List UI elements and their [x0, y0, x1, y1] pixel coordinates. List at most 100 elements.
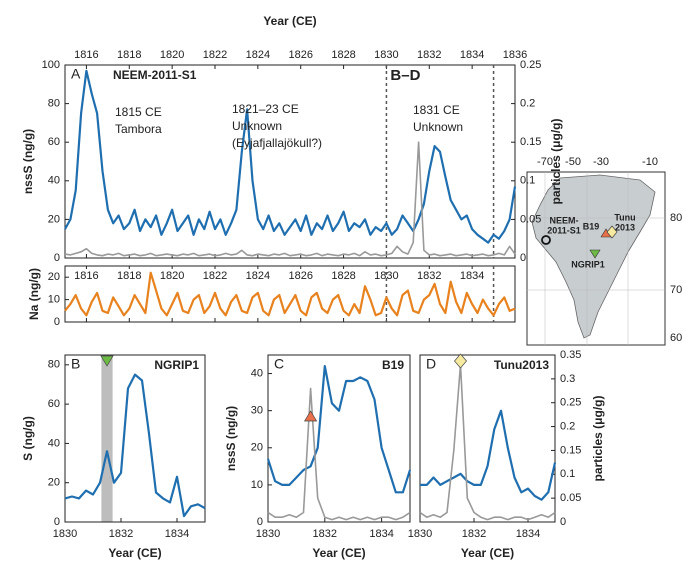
- ngrip-site: [589, 249, 601, 259]
- x-tick-label: 1830: [408, 528, 432, 540]
- x-tick-label: 1830: [256, 528, 280, 540]
- series-line: [420, 409, 557, 501]
- y2-axis-label: particles (μg/g): [549, 118, 563, 204]
- y-tick-label: 20: [48, 271, 60, 283]
- y2-tick-label: 0.05: [520, 213, 541, 225]
- x-tick-label: 1834: [165, 528, 189, 540]
- x-tick-label: 1834: [369, 528, 393, 540]
- x-tick-label: 1834: [460, 270, 484, 282]
- series-line: [419, 363, 556, 521]
- y2-tick-label: 0.2: [520, 98, 535, 110]
- x-tick-label: 1820: [160, 49, 184, 61]
- annotation: (Eyjafjallajökull?): [232, 136, 322, 150]
- tunu-site: [606, 225, 618, 239]
- x-tick-label: 1832: [313, 528, 337, 540]
- annotation: Unknown: [413, 120, 463, 134]
- x-tick-label: 1834: [516, 528, 540, 540]
- map-site-label: NEEM-: [550, 215, 579, 225]
- y-tick-label: 40: [48, 175, 60, 187]
- panel-title: B19: [382, 358, 404, 372]
- map-lon-label: -50: [565, 156, 581, 168]
- neem-site: [541, 235, 551, 245]
- x-tick-label: 1834: [460, 49, 484, 61]
- panel-label: D: [426, 356, 436, 372]
- y-tick-label: 40: [48, 437, 60, 449]
- x-tick-label: 1824: [246, 270, 270, 282]
- y2-tick-label: 0.35: [560, 349, 581, 361]
- map-lat-label: 80: [670, 212, 682, 224]
- map-lon-label: -10: [642, 156, 658, 168]
- x-tick-label: 1816: [74, 270, 98, 282]
- panel-title: NGRIP1: [154, 358, 199, 372]
- series-line: [64, 141, 516, 257]
- x-tick-label: 1816: [74, 49, 98, 61]
- series-line: [64, 271, 516, 317]
- annotation: 1821–23 CE: [232, 102, 299, 116]
- y-tick-label: 0: [54, 516, 60, 528]
- annotation: 1831 CE: [413, 103, 460, 117]
- x-tick-label: 1828: [331, 270, 355, 282]
- y-tick-label: 30: [251, 405, 263, 417]
- site-marker: [100, 355, 114, 367]
- map-site-label: 2013: [615, 222, 635, 232]
- x-tick-label: 1836: [503, 49, 527, 61]
- annotation: 1815 CE: [115, 105, 162, 119]
- y-axis-label: nssS (ng/g): [21, 129, 35, 194]
- y2-tick-label: 0: [560, 516, 566, 528]
- series-line: [64, 373, 206, 518]
- panel-title: NEEM-2011-S1: [113, 68, 197, 82]
- series-line: [64, 69, 517, 244]
- annotation: Tambora: [115, 122, 162, 136]
- x-tick-label: 1822: [203, 270, 227, 282]
- annotation: Unknown: [232, 119, 282, 133]
- x-tick-label: 1832: [462, 528, 486, 540]
- y-axis-label: nssS (ng/g): [224, 406, 238, 471]
- x-tick-label: 1820: [160, 270, 184, 282]
- site-marker: [454, 353, 467, 369]
- plot-frame: [64, 265, 516, 323]
- y-tick-label: 40: [251, 367, 263, 379]
- x-tick-label: 1832: [417, 49, 441, 61]
- x-tick-label: 1828: [331, 49, 355, 61]
- map-site-label: NGRIP1: [571, 259, 605, 269]
- y-tick-label: 0: [257, 516, 263, 528]
- series-line: [267, 387, 411, 521]
- y-tick-label: 10: [251, 479, 263, 491]
- y-tick-label: 20: [48, 477, 60, 489]
- x-axis-label: Year (CE): [461, 546, 514, 560]
- map-site-label: Tunu: [614, 212, 635, 222]
- highlight-band: [101, 355, 113, 522]
- y2-tick-label: 0.3: [560, 373, 575, 385]
- y-tick-label: 10: [48, 294, 60, 306]
- x-tick-label: 1826: [288, 270, 312, 282]
- y-tick-label: 80: [48, 98, 60, 110]
- x-tick-label: 1826: [288, 49, 312, 61]
- y2-tick-label: 0.25: [520, 59, 541, 71]
- y-tick-label: 0: [54, 316, 60, 328]
- map-lon-label: -30: [593, 156, 609, 168]
- y2-tick-label: 0.25: [560, 397, 581, 409]
- y-axis-label: S (ng/g): [21, 416, 35, 461]
- y2-tick-label: 0.05: [560, 492, 581, 504]
- x-axis-label: Year (CE): [263, 14, 316, 28]
- map-site-label: 2011-S1: [547, 225, 581, 235]
- series-line: [266, 365, 412, 494]
- panel-label: C: [274, 356, 284, 372]
- y-tick-label: 80: [48, 359, 60, 371]
- x-tick-label: 1822: [203, 49, 227, 61]
- x-tick-label: 1830: [374, 270, 398, 282]
- y2-axis-label: particles (μg/g): [591, 395, 605, 481]
- map-lat-label: 70: [670, 284, 682, 296]
- y-tick-label: 60: [48, 136, 60, 148]
- map: [526, 171, 666, 346]
- panel-label: A: [71, 66, 81, 82]
- x-axis-label: Year (CE): [312, 546, 365, 560]
- map-lon-label: -70: [537, 156, 553, 168]
- x-axis-label: Year (CE): [108, 546, 161, 560]
- y2-tick-label: 0.1: [560, 468, 575, 480]
- y-tick-label: 60: [48, 398, 60, 410]
- y-tick-label: 0: [54, 252, 60, 264]
- span-label: B–D: [390, 67, 420, 84]
- y2-tick-label: 0: [520, 252, 526, 264]
